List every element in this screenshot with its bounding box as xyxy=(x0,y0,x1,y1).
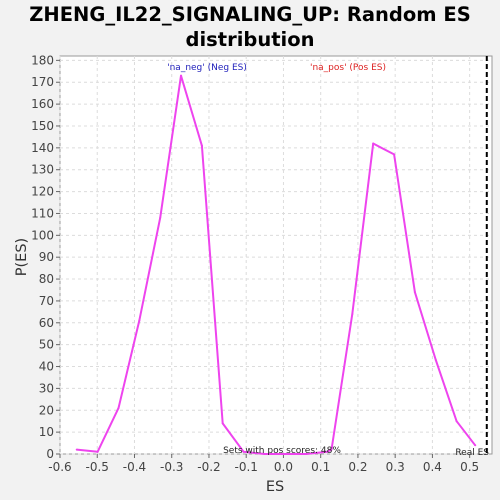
x-tick-label: -0.5 xyxy=(86,460,109,474)
data-point xyxy=(263,453,266,455)
x-tick-label: 0.1 xyxy=(311,460,330,474)
data-point xyxy=(284,453,287,455)
x-tick-label: -0.2 xyxy=(197,460,220,474)
y-tick-label: 50 xyxy=(39,338,54,352)
x-tick-label: 0.4 xyxy=(423,460,442,474)
chart-title-line-1: ZHENG_IL22_SIGNALING_UP: Random ES xyxy=(29,3,471,26)
data-point xyxy=(117,407,120,410)
data-point xyxy=(351,313,354,316)
pos-es-label: 'na_pos' (Pos ES) xyxy=(310,63,386,73)
series-layer xyxy=(75,74,477,455)
y-tick-label: 150 xyxy=(31,119,54,133)
y-tick-label: 80 xyxy=(39,272,54,286)
data-point xyxy=(393,153,396,156)
y-tick-label: 100 xyxy=(31,228,54,242)
x-tick-label: 0.0 xyxy=(274,460,293,474)
y-tick-label: 10 xyxy=(39,425,54,439)
neg-es-label: 'na_neg' (Neg ES) xyxy=(167,63,247,73)
data-point xyxy=(474,444,477,447)
y-tick-label: 70 xyxy=(39,294,54,308)
y-tick-label: 90 xyxy=(39,250,54,264)
y-tick-label: 0 xyxy=(46,447,54,461)
data-point xyxy=(372,142,375,145)
grid xyxy=(59,56,492,455)
x-tick-label: 0.3 xyxy=(386,460,405,474)
x-tick-label: -0.6 xyxy=(48,460,71,474)
data-point xyxy=(455,420,458,423)
data-point xyxy=(221,422,224,425)
y-tick-label: 30 xyxy=(39,381,54,395)
data-point xyxy=(413,291,416,294)
data-point xyxy=(138,319,141,322)
x-tick-label: 0.5 xyxy=(460,460,479,474)
y-tick-label: 20 xyxy=(39,403,54,417)
pos-scores-label: Sets with pos scores: 48% xyxy=(223,446,341,456)
data-point xyxy=(330,448,333,451)
data-point xyxy=(305,453,308,455)
y-axis-ticks: 0 10 20 30 40 50 60 70 80 90 100 110 120 130 140 150 160… xyxy=(31,53,60,461)
x-tick-label: 0.2 xyxy=(348,460,367,474)
x-tick-label: -0.3 xyxy=(160,460,183,474)
x-axis-label: ES xyxy=(266,479,284,495)
y-tick-label: 180 xyxy=(31,53,54,67)
data-point xyxy=(434,358,437,361)
y-tick-label: 160 xyxy=(31,97,54,111)
y-tick-label: 140 xyxy=(31,141,54,155)
y-tick-label: 60 xyxy=(39,316,54,330)
real-es-label: Real ES xyxy=(455,448,489,458)
x-axis-ticks: -0.6 -0.5 -0.4 -0.3 -0.2 -0.1 0.0 0.1 0.2 0.3 0.4 0… xyxy=(48,454,479,474)
data-point xyxy=(75,448,78,451)
chart-title-line-2: distribution xyxy=(186,28,315,51)
data-point xyxy=(242,450,245,453)
y-tick-label: 40 xyxy=(39,360,54,374)
y-tick-label: 110 xyxy=(31,206,54,220)
data-point xyxy=(159,216,162,219)
plot-area xyxy=(59,55,493,455)
data-point xyxy=(200,144,203,147)
data-point xyxy=(96,450,99,453)
y-tick-label: 170 xyxy=(31,75,54,89)
y-axis-label: P(ES) xyxy=(14,238,30,276)
y-tick-label: 120 xyxy=(31,185,54,199)
y-tick-label: 130 xyxy=(31,163,54,177)
data-point xyxy=(180,74,183,77)
data-point xyxy=(326,450,329,453)
x-tick-label: -0.4 xyxy=(123,460,146,474)
x-tick-label: -0.1 xyxy=(234,460,257,474)
